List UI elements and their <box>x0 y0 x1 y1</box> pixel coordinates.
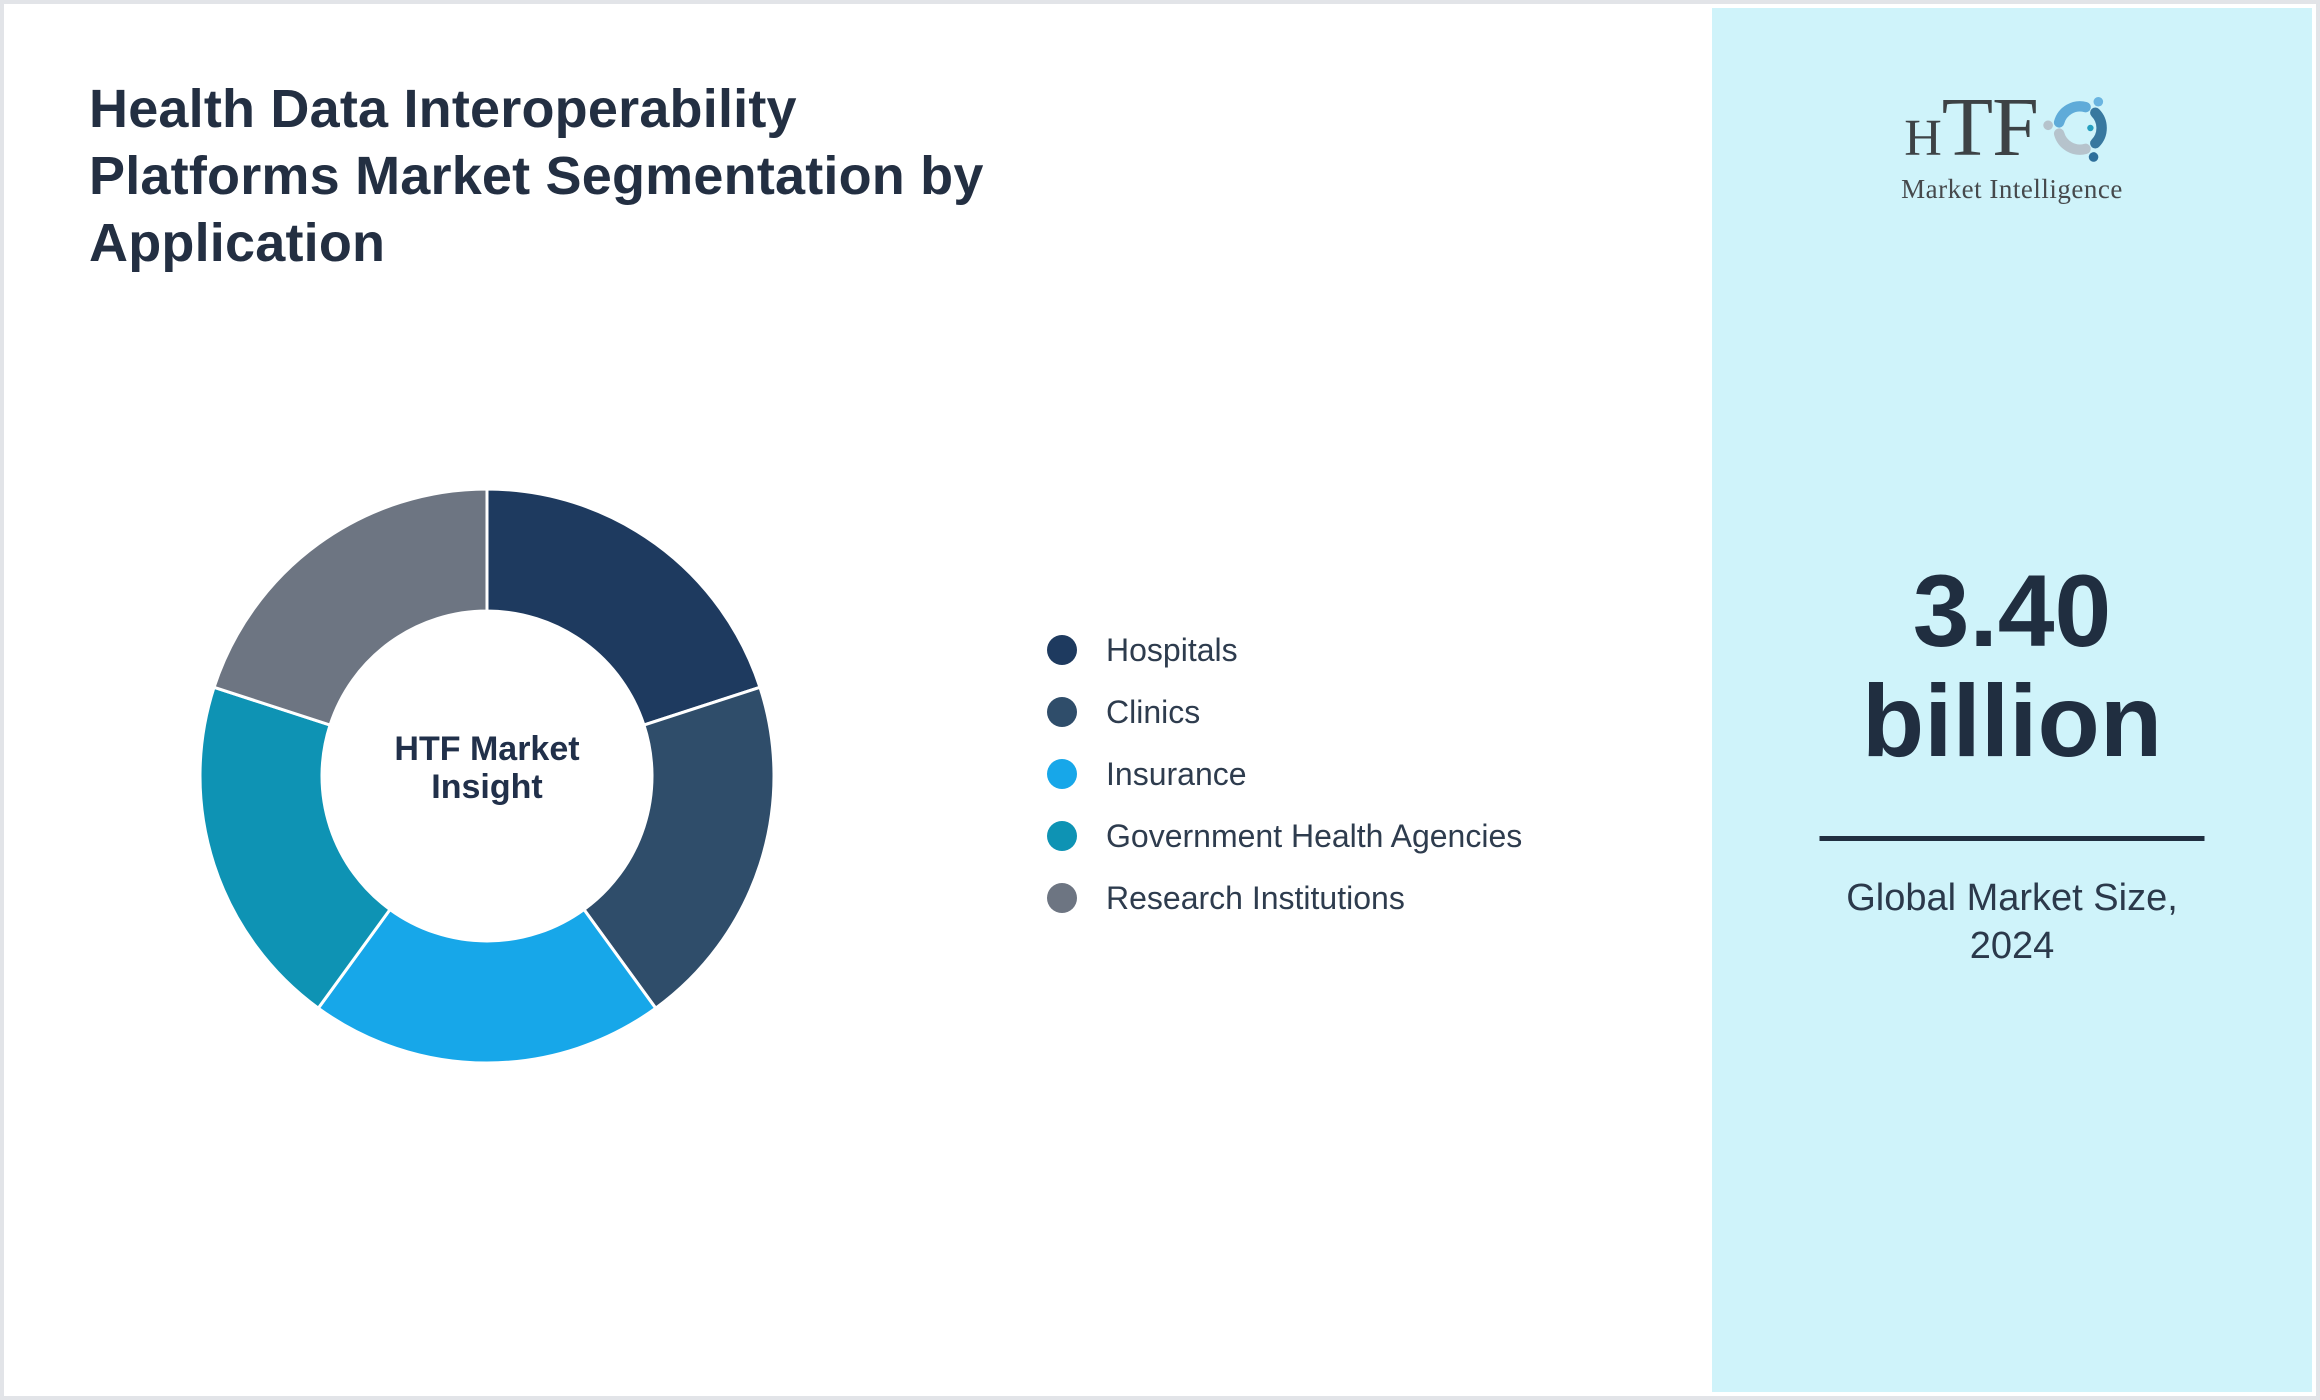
legend-item-insurance: Insurance <box>1047 743 1522 805</box>
legend-label: Government Health Agencies <box>1106 817 1523 854</box>
legend-label: Clinics <box>1106 693 1201 730</box>
sidebar: HTF Market Intelligence 3.40 bill <box>1712 8 2312 1392</box>
legend-color-dot-icon <box>1047 759 1077 789</box>
page-title-line: Application <box>89 213 386 274</box>
htf-swirl-icon <box>2043 96 2107 162</box>
brand-row: HTF <box>1904 86 2120 170</box>
donut-chart-svg <box>198 487 776 1065</box>
brand-wordmark: HTF <box>1904 86 2039 170</box>
swirl-head-gray <box>2043 120 2053 131</box>
market-size-value-line: 3.40 <box>1912 554 2112 668</box>
donut-center-label-line: HTF Market <box>394 730 580 768</box>
donut-segment-government-health-agencies <box>198 685 393 1011</box>
market-size-caption-line: 2024 <box>1969 925 2055 967</box>
legend-label: Insurance <box>1106 755 1247 792</box>
chart-legend: Hospitals Clinics Insurance Government Heal… <box>1047 619 1522 929</box>
swirl-figure-gray <box>2053 128 2091 155</box>
legend-item-research-institutions: Research Institutions <box>1047 867 1522 929</box>
donut-segment-clinics <box>581 685 776 1011</box>
market-size-value-line: billion <box>1861 664 2163 778</box>
brand-letter-h: H <box>1904 110 1942 167</box>
legend-label: Research Institutions <box>1106 879 1405 916</box>
market-size-caption: Global Market Size, 2024 <box>1712 874 2312 970</box>
donut-center-label: HTF Market Insight <box>287 730 687 806</box>
brand-logo: HTF Market Intelligence <box>1712 86 2312 205</box>
legend-color-dot-icon <box>1047 697 1077 727</box>
swirl-accent-dot <box>2086 124 2094 132</box>
brand-tagline: Market Intelligence <box>1901 174 2123 204</box>
donut-center-label-line: Insight <box>431 768 543 806</box>
sidebar-divider <box>1819 836 2205 841</box>
page-title-line: Health Data Interoperability <box>89 79 797 140</box>
brand-letters-tf: TF <box>1941 81 2039 174</box>
market-size-caption-line: Global Market Size, <box>1846 877 2178 919</box>
donut-chart <box>177 466 797 1086</box>
donut-segment-insurance <box>316 907 658 1065</box>
market-size-value: 3.40 billion <box>1712 556 2312 776</box>
legend-item-hospitals: Hospitals <box>1047 619 1522 681</box>
legend-color-dot-icon <box>1047 883 1077 913</box>
legend-label: Hospitals <box>1106 631 1238 668</box>
legend-color-dot-icon <box>1047 635 1077 665</box>
donut-segment-research-institutions <box>212 487 489 727</box>
page-title: Health Data Interoperability Platforms M… <box>89 76 1139 277</box>
legend-item-government-health-agencies: Government Health Agencies <box>1047 805 1522 867</box>
swirl-head-steel <box>2088 152 2099 162</box>
swirl-head-blue <box>2093 96 2103 107</box>
page-title-line: Platforms Market Segmentation by <box>89 146 984 207</box>
donut-segment-hospitals <box>485 487 762 727</box>
legend-item-clinics: Clinics <box>1047 681 1522 743</box>
swirl-figure-steel <box>2089 107 2107 149</box>
legend-color-dot-icon <box>1047 821 1077 851</box>
swirl-figure-blue <box>2053 101 2091 128</box>
